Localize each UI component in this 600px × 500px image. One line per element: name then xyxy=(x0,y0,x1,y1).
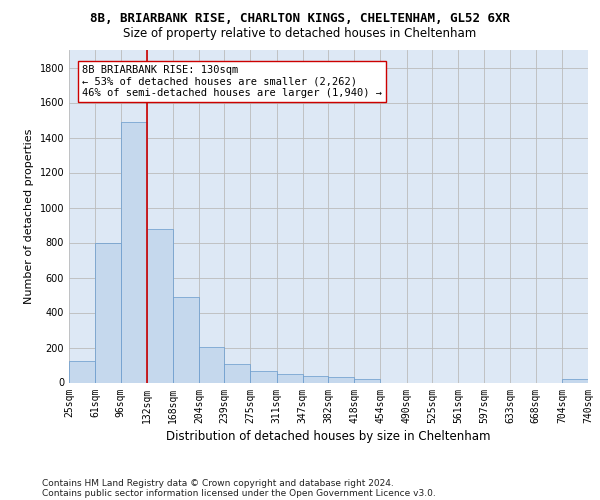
Text: Contains public sector information licensed under the Open Government Licence v3: Contains public sector information licen… xyxy=(42,488,436,498)
X-axis label: Distribution of detached houses by size in Cheltenham: Distribution of detached houses by size … xyxy=(166,430,491,442)
Bar xyxy=(224,364,250,382)
Bar xyxy=(328,377,354,382)
Bar xyxy=(173,296,199,382)
Bar xyxy=(303,376,328,382)
Bar xyxy=(250,371,277,382)
Text: Contains HM Land Registry data © Crown copyright and database right 2024.: Contains HM Land Registry data © Crown c… xyxy=(42,478,394,488)
Y-axis label: Number of detached properties: Number of detached properties xyxy=(24,128,34,304)
Text: 8B, BRIARBANK RISE, CHARLTON KINGS, CHELTENHAM, GL52 6XR: 8B, BRIARBANK RISE, CHARLTON KINGS, CHEL… xyxy=(90,12,510,26)
Text: Size of property relative to detached houses in Cheltenham: Size of property relative to detached ho… xyxy=(124,28,476,40)
Bar xyxy=(121,122,146,382)
Bar xyxy=(146,228,173,382)
Bar xyxy=(277,374,303,382)
Bar xyxy=(69,360,95,382)
Bar xyxy=(562,379,588,382)
Bar xyxy=(354,379,380,382)
Bar xyxy=(199,346,224,382)
Text: 8B BRIARBANK RISE: 130sqm
← 53% of detached houses are smaller (2,262)
46% of se: 8B BRIARBANK RISE: 130sqm ← 53% of detac… xyxy=(82,65,382,98)
Bar xyxy=(95,242,121,382)
